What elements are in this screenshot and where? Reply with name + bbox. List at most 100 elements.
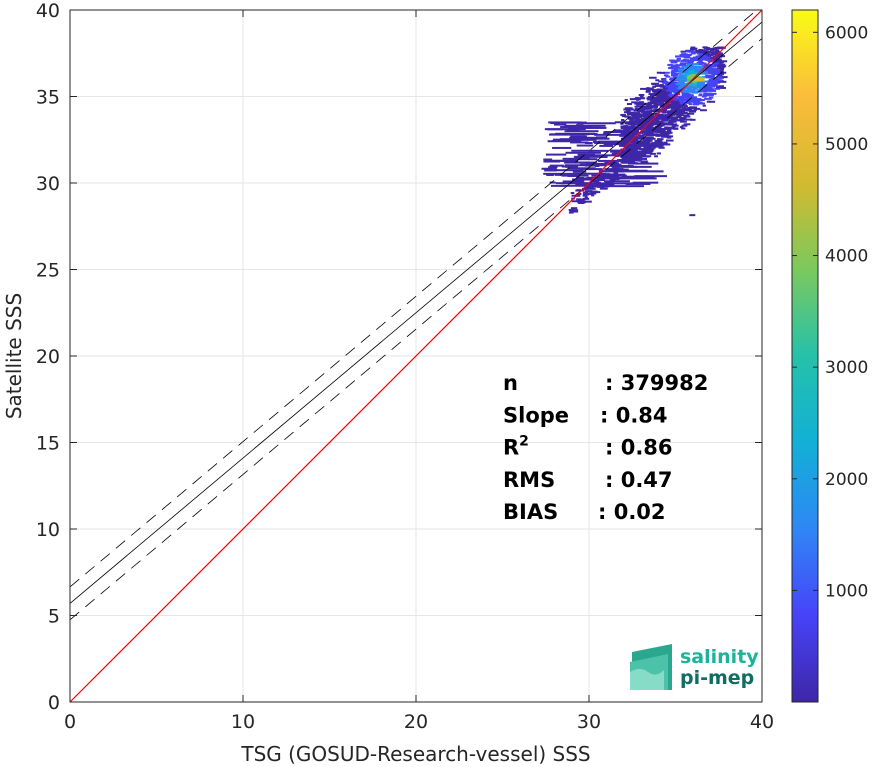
density-cell bbox=[647, 98, 654, 101]
density-cell bbox=[691, 52, 696, 55]
density-cell bbox=[577, 198, 586, 201]
density-cell bbox=[665, 126, 672, 129]
density-cell bbox=[665, 116, 674, 119]
density-streak bbox=[604, 180, 630, 183]
density-cell bbox=[635, 120, 640, 123]
density-cell bbox=[697, 58, 702, 61]
density-cell bbox=[642, 133, 647, 136]
density-cell bbox=[596, 181, 602, 184]
density-cell bbox=[713, 81, 721, 84]
density-streak bbox=[594, 133, 628, 136]
density-cell bbox=[627, 151, 632, 154]
density-cell bbox=[696, 83, 705, 86]
density-cell bbox=[683, 114, 690, 117]
density-cell bbox=[649, 76, 657, 79]
density-cell bbox=[624, 126, 628, 129]
density-cell bbox=[718, 46, 726, 49]
y-tick-label: 10 bbox=[36, 519, 60, 541]
density-cell bbox=[629, 113, 635, 116]
density-cell bbox=[654, 106, 658, 109]
density-cell bbox=[569, 210, 579, 213]
density-cell bbox=[673, 91, 678, 94]
density-cell bbox=[598, 175, 603, 178]
density-cell bbox=[634, 97, 641, 100]
density-cell bbox=[645, 148, 654, 151]
density-cell bbox=[639, 152, 645, 155]
density-cell bbox=[586, 183, 595, 186]
density-streak bbox=[544, 128, 586, 131]
density-cell bbox=[672, 104, 680, 107]
density-cell bbox=[688, 71, 695, 74]
density-streak bbox=[594, 182, 633, 185]
density-cell bbox=[693, 84, 698, 87]
density-cell bbox=[715, 79, 723, 82]
density-cell bbox=[587, 187, 596, 190]
density-cell bbox=[663, 79, 667, 82]
density-cell bbox=[629, 123, 634, 126]
density-streak bbox=[549, 133, 586, 136]
density-cell bbox=[639, 95, 644, 98]
density-cell bbox=[696, 85, 703, 88]
density-streak bbox=[576, 176, 585, 179]
density-cell bbox=[600, 186, 605, 189]
density-cell bbox=[656, 129, 663, 132]
density-cell bbox=[624, 165, 630, 168]
density-cell bbox=[578, 201, 586, 204]
density-cell bbox=[622, 168, 626, 171]
density-cell bbox=[654, 103, 662, 106]
density-cell bbox=[720, 86, 726, 89]
density-cell bbox=[681, 69, 687, 72]
density-cell bbox=[654, 93, 662, 96]
density-cell bbox=[573, 209, 579, 212]
density-peak bbox=[694, 77, 705, 82]
density-cell bbox=[652, 90, 660, 93]
density-cell bbox=[645, 90, 651, 93]
density-cell bbox=[680, 118, 685, 121]
density-cell bbox=[700, 90, 707, 93]
density-cell bbox=[636, 126, 643, 129]
density-streak bbox=[573, 172, 607, 175]
density-cell bbox=[697, 99, 705, 102]
density-cell bbox=[646, 97, 651, 100]
density-cell bbox=[697, 65, 704, 68]
density-cell bbox=[680, 81, 685, 84]
density-cell bbox=[672, 59, 680, 62]
density-cell bbox=[634, 139, 639, 142]
density-cell bbox=[590, 192, 597, 195]
density-cell bbox=[668, 135, 674, 138]
density-cell bbox=[685, 115, 691, 118]
density-cell bbox=[675, 66, 680, 69]
density-cell bbox=[647, 97, 654, 100]
density-streak bbox=[554, 123, 567, 126]
density-streak bbox=[546, 173, 554, 176]
density-streak bbox=[574, 138, 597, 141]
density-cell bbox=[689, 106, 698, 109]
colorbar-tick-label: 4000 bbox=[825, 247, 868, 267]
density-cell bbox=[663, 95, 667, 98]
density-streak bbox=[572, 170, 587, 173]
density-cell bbox=[709, 49, 715, 52]
density-cell bbox=[620, 137, 628, 140]
density-cell bbox=[693, 100, 699, 103]
density-cell bbox=[688, 53, 693, 56]
density-cell bbox=[633, 123, 640, 126]
density-cell bbox=[650, 133, 658, 136]
density-cell bbox=[570, 207, 578, 210]
density-cell bbox=[704, 47, 708, 50]
density-streak bbox=[554, 173, 563, 176]
density-cell bbox=[677, 69, 683, 72]
density-cell bbox=[702, 104, 706, 107]
density-cell bbox=[671, 107, 675, 110]
density-cell bbox=[635, 147, 643, 150]
density-cell bbox=[627, 156, 633, 159]
density-cell bbox=[651, 82, 660, 85]
density-cell bbox=[689, 86, 698, 89]
density-cell bbox=[576, 194, 580, 197]
density-cell bbox=[720, 71, 727, 74]
density-cell bbox=[633, 109, 639, 112]
density-cell bbox=[655, 117, 661, 120]
density-streak bbox=[570, 135, 587, 138]
density-cell bbox=[656, 90, 662, 93]
density-cell bbox=[715, 72, 722, 75]
